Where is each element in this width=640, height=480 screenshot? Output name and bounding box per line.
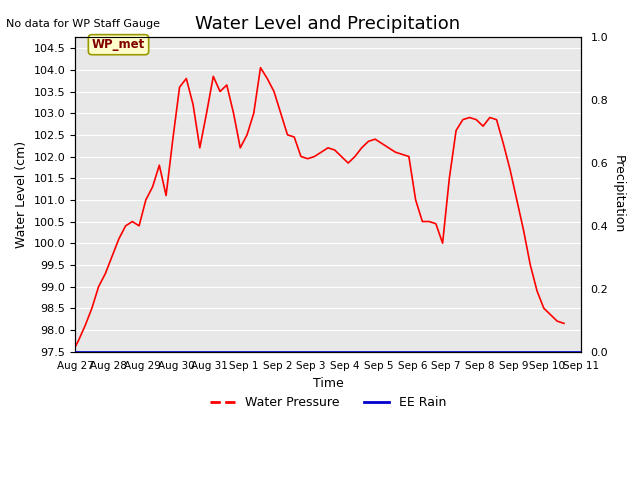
Text: WP_met: WP_met [92, 38, 145, 51]
X-axis label: Time: Time [312, 377, 343, 390]
Y-axis label: Water Level (cm): Water Level (cm) [15, 141, 28, 248]
Legend: Water Pressure, EE Rain: Water Pressure, EE Rain [205, 391, 451, 414]
Y-axis label: Precipitation: Precipitation [612, 156, 625, 234]
Text: No data for WP Staff Gauge: No data for WP Staff Gauge [6, 19, 161, 29]
Title: Water Level and Precipitation: Water Level and Precipitation [195, 15, 461, 33]
